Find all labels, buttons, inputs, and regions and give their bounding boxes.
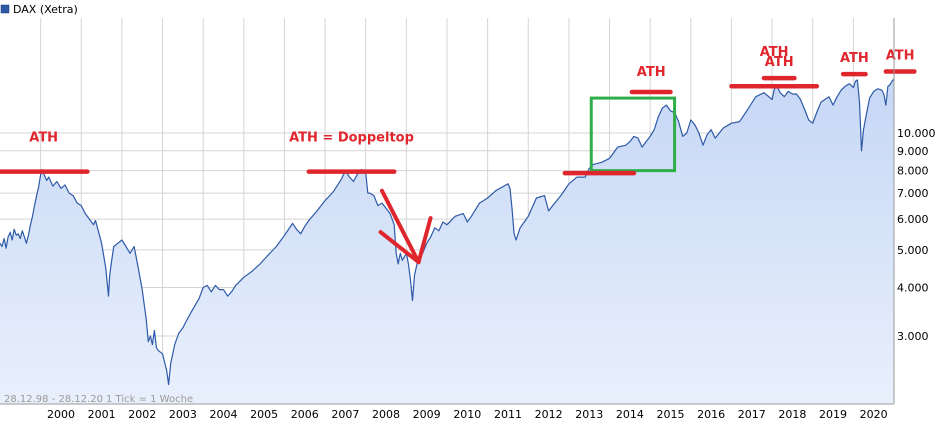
series-line-dax — [0, 78, 895, 386]
x-tick-label: 2008 — [372, 408, 400, 421]
tick-interval-label: 1 Tick = 1 Woche — [106, 394, 193, 405]
plot-area — [0, 78, 895, 404]
legend-swatch — [0, 4, 10, 14]
legend: DAX (Xetra) — [0, 3, 78, 16]
y-tick-label: 8.000 — [897, 165, 929, 178]
series-area — [0, 78, 894, 404]
y-tick-label: 6.000 — [897, 213, 929, 226]
y-tick-label: 4.000 — [897, 281, 929, 294]
x-tick-label: 2017 — [738, 408, 766, 421]
arrow-head-left — [378, 230, 421, 265]
x-tick-label: 2005 — [250, 408, 278, 421]
x-tick-label: 2006 — [291, 408, 319, 421]
x-tick-label: 2012 — [535, 408, 563, 421]
ath-label: ATH — [760, 45, 789, 60]
footer-info: 28.12.98 - 28.12.20 1 Tick = 1 Woche — [4, 394, 193, 405]
x-tick-label: 2014 — [616, 408, 644, 421]
ath-label: ATH = Doppeltop — [289, 131, 414, 146]
y-tick-label: 9.000 — [897, 145, 929, 158]
arrow-shaft — [379, 188, 421, 265]
ath-label: ATH — [840, 51, 869, 66]
x-tick-label: 2020 — [860, 408, 888, 421]
x-tick-label: 2011 — [494, 408, 522, 421]
x-tick-label: 2001 — [88, 408, 116, 421]
ath-label: ATH — [765, 55, 794, 70]
x-tick-label: 2016 — [697, 408, 725, 421]
x-tick-label: 2018 — [778, 408, 806, 421]
x-tick-label: 2019 — [819, 408, 847, 421]
x-tick-label: 2013 — [575, 408, 603, 421]
highlight-box — [589, 96, 677, 173]
legend-label: DAX (Xetra) — [13, 3, 78, 16]
y-tick-label: 3.000 — [897, 330, 929, 343]
x-tick-label: 2004 — [210, 408, 238, 421]
y-tick-label: 5.000 — [897, 244, 929, 257]
x-tick-label: 2007 — [331, 408, 359, 421]
date-range-label: 28.12.98 - 28.12.20 — [4, 394, 103, 405]
axes: 3.000 4.000 5.000 6.000 7.000 8.000 9.000 10.00… — [0, 18, 936, 421]
y-tick-label: 7.000 — [897, 187, 929, 200]
x-tick-label: 2009 — [413, 408, 441, 421]
x-tick-label: 2000 — [47, 408, 75, 421]
ath-label: ATH — [886, 49, 915, 64]
y-tick-label: 10.000 — [897, 127, 936, 140]
x-tick-label: 2010 — [453, 408, 481, 421]
arrow-head-right — [416, 216, 433, 265]
ath-label: ATH — [637, 65, 666, 80]
x-tick-label: 2015 — [657, 408, 685, 421]
ath-label: ATH — [29, 131, 58, 146]
x-tick-label: 2002 — [128, 408, 156, 421]
x-tick-label: 2003 — [169, 408, 197, 421]
